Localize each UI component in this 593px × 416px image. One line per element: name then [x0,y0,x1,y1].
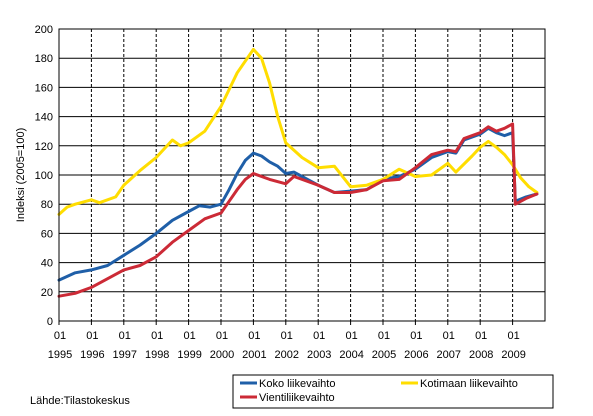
y-tick-label: 80 [41,199,53,211]
plot-frame [58,28,546,322]
y-tick-label: 180 [35,53,53,65]
y-tick-label: 200 [35,24,53,36]
x-tick-month-label: 01 [443,330,455,342]
y-tick-label: 40 [41,258,53,270]
x-tick-year-label: 1998 [145,349,169,361]
x-tick-year-label: 1995 [48,349,72,361]
x-tick-month-label: 01 [345,330,357,342]
x-tick-month-label: 01 [151,330,163,342]
x-tick-month-label: 01 [248,330,260,342]
series-line-vientiliikevaihto [57,122,539,298]
x-tick-month-label: 01 [378,330,390,342]
x-tick-month-label: 01 [507,330,519,342]
x-tick-month-label: 01 [216,330,228,342]
x-tick-year-label: 1999 [177,349,201,361]
x-tick-year-label: 1997 [113,349,137,361]
x-tick-year-label: 2005 [372,349,396,361]
legend: Koko liikevaihto Kotimaan liikevaihto Vien… [232,374,554,409]
x-tick-year-label: 2006 [404,349,428,361]
y-tick-label: 160 [35,82,53,94]
x-tick-month-label: 01 [313,330,325,342]
y-tick-label: 20 [41,287,53,299]
x-tick-year-label: 2003 [307,349,331,361]
series-lines [57,47,539,298]
legend-box [232,374,554,409]
series-line-kotimaan-liikevaihto [57,47,539,216]
x-tick-year-label: 2008 [469,349,493,361]
x-tick-month-label: 01 [86,330,98,342]
y-axis-ticks: 0 20 40 60 80 100 120 140 160 180 200 [35,24,53,328]
x-tick-month-label: 01 [281,330,293,342]
y-tick-label: 100 [35,170,53,182]
x-axis-ticks: 01 1995 01 1996 01 1997 01 1998 01 1999 01 2000 01 20… [48,321,526,361]
x-tick-year-label: 2002 [275,349,299,361]
x-tick-year-label: 2004 [339,349,363,361]
x-tick-month-label: 01 [54,330,66,342]
legend-label-vientiliikevaihto: Vientiliikevaihto [259,392,335,404]
y-tick-label: 0 [47,316,53,328]
legend-label-kotimaan-liikevaihto: Kotimaan liikevaihto [420,378,518,390]
x-tick-year-label: 1996 [80,349,104,361]
legend-label-koko-liikevaihto: Koko liikevaihto [259,378,335,390]
x-tick-year-label: 2001 [242,349,266,361]
x-tick-month-label: 01 [475,330,487,342]
x-tick-month-label: 01 [183,330,195,342]
x-tick-month-label: 01 [410,330,422,342]
x-tick-month-label: 01 [119,330,131,342]
y-axis-title: Indeksi (2005=100) [15,128,27,222]
y-tick-label: 60 [41,228,53,240]
x-tick-year-label: 2000 [210,349,234,361]
x-tick-year-label: 2007 [437,349,461,361]
y-tick-label: 120 [35,141,53,153]
x-tick-year-label: 2009 [501,349,525,361]
y-tick-label: 140 [35,112,53,124]
source-note: Lähde:Tilastokeskus [30,395,130,407]
